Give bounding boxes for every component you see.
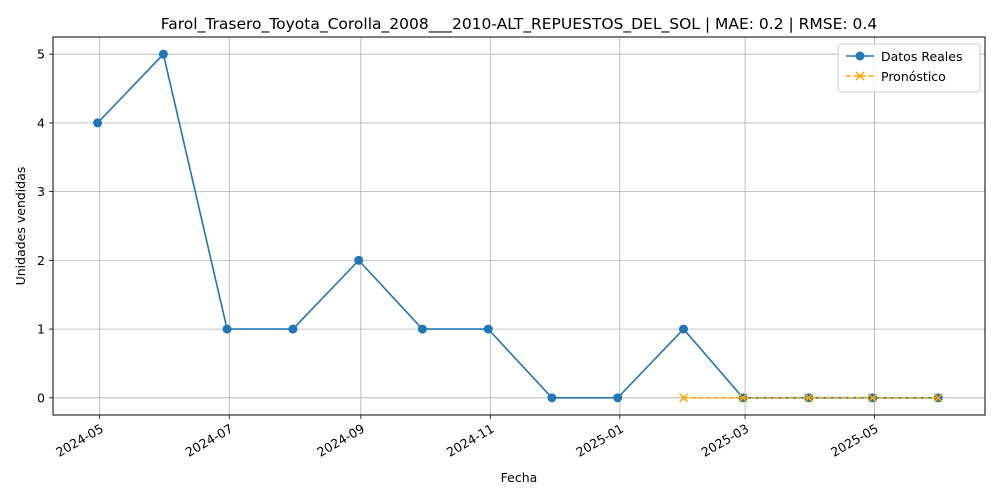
y-tick-label: 1	[37, 322, 45, 337]
legend-label-pronostico: Pronóstico	[881, 69, 946, 84]
data-point	[288, 324, 298, 334]
forecast-point	[804, 393, 814, 403]
forecast-point	[933, 393, 943, 403]
y-tick-label: 2	[37, 253, 45, 268]
data-point	[93, 118, 103, 128]
y-tick-label: 3	[37, 184, 45, 199]
data-point	[483, 324, 493, 334]
series-layer	[93, 49, 943, 403]
chart-title: Farol_Trasero_Toyota_Corolla_2008___2010…	[161, 15, 877, 34]
y-tick-label: 5	[37, 47, 45, 62]
x-axis-label: Fecha	[501, 470, 538, 485]
x-tick-label: 2025-01	[573, 421, 626, 460]
plot-frame	[52, 36, 986, 416]
series-line	[97, 52, 939, 399]
x-axis: 2024-05 2024-07 2024-09 2024-11 2025-01 2025-…	[53, 415, 881, 460]
y-axis: 0 1 2 3 4 5	[37, 47, 53, 405]
y-tick-label: 0	[37, 390, 45, 405]
x-tick-label: 2024-05	[53, 421, 106, 460]
legend: Datos Reales Pronóstico	[837, 43, 981, 93]
y-tick-label: 4	[37, 115, 45, 130]
data-point	[354, 255, 364, 265]
forecast-point	[867, 393, 878, 403]
x-tick-label: 2025-03	[699, 421, 752, 460]
grid	[53, 37, 985, 415]
y-axis-label: Unidades vendidas	[13, 167, 28, 286]
data-point	[417, 324, 427, 334]
x-tick-label: 2024-11	[444, 421, 497, 460]
x-tick-label: 2024-07	[183, 421, 236, 460]
x-tick-label: 2024-09	[314, 421, 367, 460]
data-point	[547, 393, 557, 403]
data-point	[158, 49, 168, 59]
legend-label-datos-reales: Datos Reales	[881, 49, 962, 64]
x-tick-label: 2025-05	[828, 421, 881, 460]
forecast-point	[738, 393, 748, 403]
data-point	[679, 324, 689, 334]
data-point	[613, 393, 623, 403]
legend-marker-pronostico	[855, 71, 865, 81]
legend-marker-datos-reales	[855, 51, 865, 61]
data-point	[222, 324, 232, 334]
forecast-point	[679, 393, 689, 403]
